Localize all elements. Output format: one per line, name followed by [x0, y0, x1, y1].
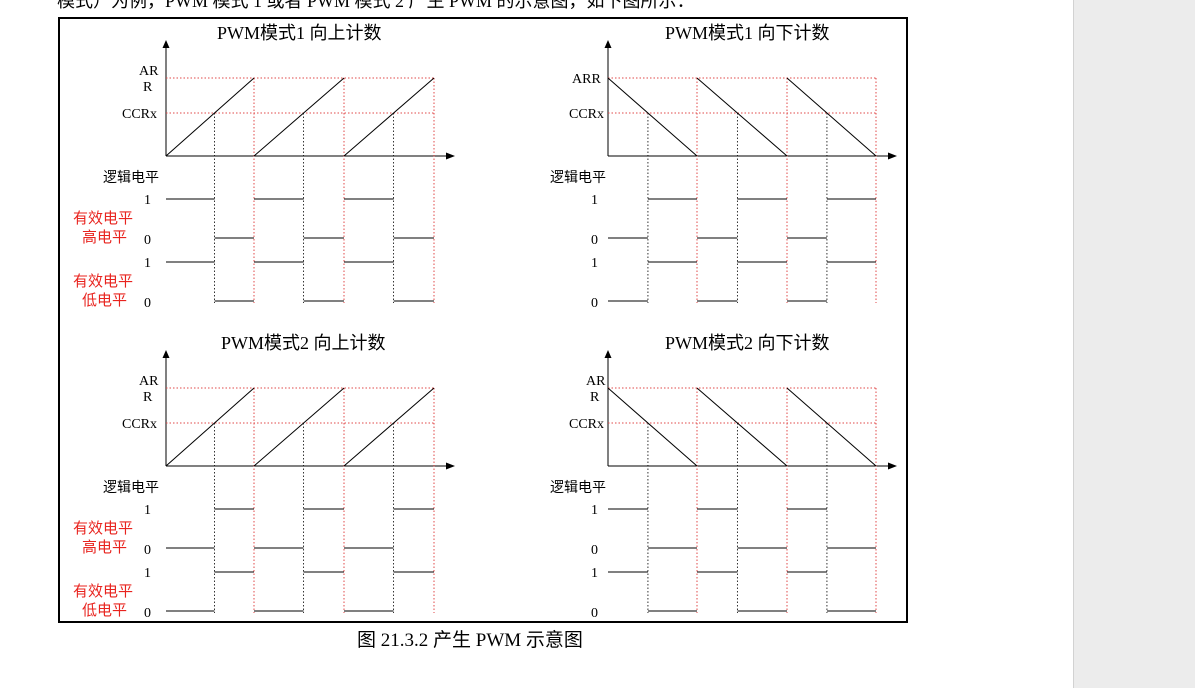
- counter-ramp-line: [253, 77, 345, 157]
- high-active-label: 有效电平: [73, 520, 133, 537]
- arr-label: R: [590, 390, 600, 405]
- arr-label: AR: [139, 374, 159, 389]
- pwm-diagram: PWM模式1 向上计数ARRCCRx逻辑电平有效电平高电平有效电平低电平1010…: [73, 23, 897, 621]
- low-active-label: 有效电平: [73, 583, 133, 600]
- arr-label: AR: [139, 64, 159, 79]
- counter-ramp-line: [696, 387, 788, 467]
- counter-ramp-line: [786, 387, 877, 467]
- counter-ramp-line: [253, 387, 345, 467]
- level-1-label: 1: [591, 503, 598, 518]
- counter-ramp-line: [343, 387, 435, 467]
- panel-title: PWM模式2 向下计数: [665, 333, 830, 353]
- viewer-sidebar: [1073, 0, 1195, 688]
- level-0-label: 0: [591, 296, 598, 311]
- level-1-label: 1: [144, 566, 151, 581]
- counter-ramp-line: [696, 77, 788, 157]
- ccrx-label: CCRx: [122, 107, 157, 122]
- high-active-label: 高电平: [82, 539, 127, 556]
- x-axis-arrow: [888, 462, 897, 470]
- ccrx-label: CCRx: [569, 107, 604, 122]
- ccrx-label: CCRx: [122, 417, 157, 432]
- low-active-label: 低电平: [82, 292, 127, 309]
- counter-ramp-line: [607, 387, 698, 467]
- logic-level-label: 逻辑电平: [103, 170, 159, 186]
- x-axis-arrow: [446, 462, 455, 470]
- high-active-label: 有效电平: [73, 210, 133, 227]
- level-1-label: 1: [591, 256, 598, 271]
- intro-text: 模式）为例，PWM 模式 1 或者 PWM 模式 2 产生 PWM 的示意图，如…: [57, 0, 695, 11]
- counter-ramp-line: [343, 77, 435, 157]
- level-1-label: 1: [144, 193, 151, 208]
- figure-caption: 图 21.3.2 产生 PWM 示意图: [357, 630, 583, 651]
- level-0-label: 0: [144, 233, 151, 248]
- level-0-label: 0: [144, 543, 151, 558]
- high-active-label: 高电平: [82, 229, 127, 246]
- arr-label: ARR: [572, 72, 601, 87]
- pwm-figure: PWM模式1 向上计数 AR R CCRx 逻辑电平 有效电平 高电平 有效电平 低电平 1 0 1 0…: [58, 17, 908, 623]
- level-1-label: 1: [144, 256, 151, 271]
- level-0-label: 0: [591, 233, 598, 248]
- level-1-label: 1: [591, 566, 598, 581]
- y-axis-arrow: [604, 40, 612, 48]
- counter-ramp-line: [165, 77, 255, 157]
- level-1-label: 1: [144, 503, 151, 518]
- counter-ramp-line: [165, 387, 255, 467]
- ccrx-label: CCRx: [569, 417, 604, 432]
- panel-title: PWM模式2 向上计数: [221, 333, 386, 353]
- y-axis-arrow: [162, 40, 170, 48]
- panel-title: PWM模式1 向上计数: [217, 23, 382, 43]
- arr-label: AR: [586, 374, 606, 389]
- level-0-label: 0: [591, 606, 598, 621]
- logic-level-label: 逻辑电平: [550, 480, 606, 496]
- low-active-label: 有效电平: [73, 273, 133, 290]
- x-axis-arrow: [888, 152, 897, 160]
- logic-level-label: 逻辑电平: [550, 170, 606, 186]
- document-page: 模式）为例，PWM 模式 1 或者 PWM 模式 2 产生 PWM 的示意图，如…: [57, 0, 908, 651]
- low-active-label: 低电平: [82, 602, 127, 619]
- level-0-label: 0: [144, 296, 151, 311]
- y-axis-arrow: [162, 350, 170, 358]
- level-1-label: 1: [591, 193, 598, 208]
- arr-label: R: [143, 390, 153, 405]
- logic-level-label: 逻辑电平: [103, 480, 159, 496]
- level-0-label: 0: [144, 606, 151, 621]
- y-axis-arrow: [604, 350, 612, 358]
- arr-label: R: [143, 80, 153, 95]
- level-0-label: 0: [591, 543, 598, 558]
- x-axis-arrow: [446, 152, 455, 160]
- counter-ramp-line: [607, 77, 698, 157]
- counter-ramp-line: [786, 77, 877, 157]
- panel-title: PWM模式1 向下计数: [665, 23, 830, 43]
